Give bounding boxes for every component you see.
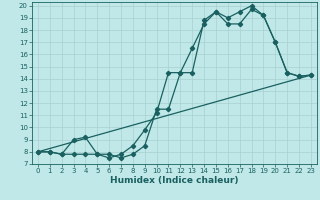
- X-axis label: Humidex (Indice chaleur): Humidex (Indice chaleur): [110, 176, 239, 185]
